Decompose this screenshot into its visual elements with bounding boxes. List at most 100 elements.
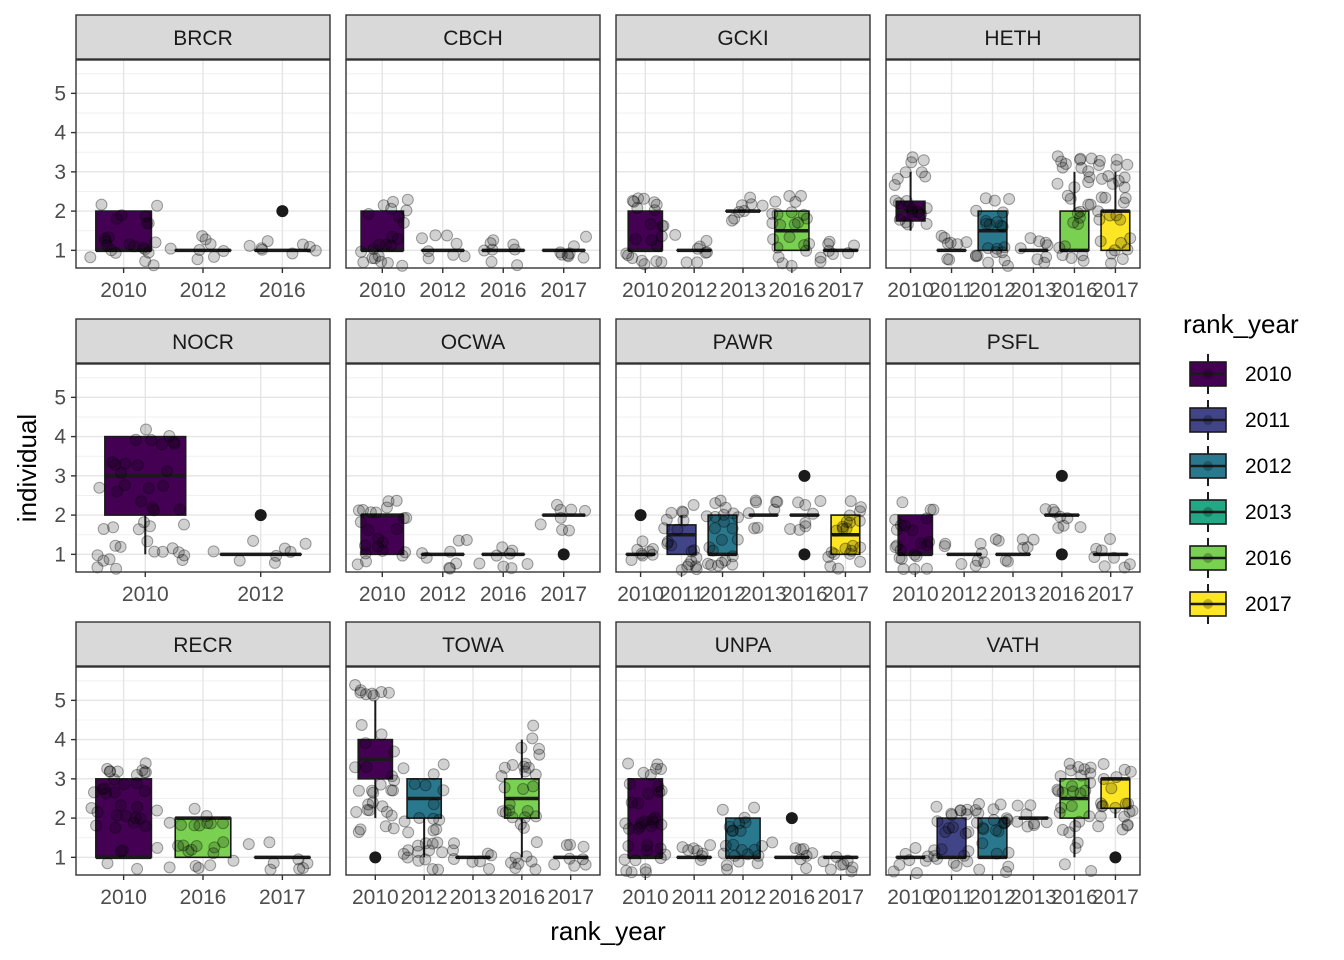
jitter-point xyxy=(490,549,503,562)
jitter-point xyxy=(625,866,638,879)
legend-label: 2013 xyxy=(1245,501,1292,524)
facet-strip-label: VATH xyxy=(987,634,1040,657)
jitter-point xyxy=(529,863,542,876)
jitter-point xyxy=(646,543,659,555)
x-tick-label: 2017 xyxy=(1092,279,1139,302)
jitter-point xyxy=(419,837,432,850)
jitter-point xyxy=(1104,533,1116,545)
jitter-point xyxy=(361,803,374,816)
jitter-point xyxy=(982,242,994,255)
jitter-point xyxy=(293,862,306,875)
jitter-point xyxy=(506,759,519,771)
box-2010 xyxy=(889,496,940,575)
jitter-point xyxy=(217,817,229,830)
jitter-point xyxy=(924,503,937,516)
jitter-point xyxy=(518,760,530,773)
jitter-point xyxy=(1117,196,1130,209)
jitter-point xyxy=(654,842,667,855)
jitter-point xyxy=(376,536,389,549)
jitter-point xyxy=(506,544,519,557)
jitter-point xyxy=(436,846,449,859)
jitter-point xyxy=(742,507,755,520)
jitter-point xyxy=(402,826,415,839)
jitter-point xyxy=(744,191,757,204)
box-2016 xyxy=(1051,757,1098,877)
jitter-point xyxy=(980,217,993,230)
jitter-point xyxy=(889,513,902,526)
jitter-point xyxy=(822,551,835,563)
jitter-point xyxy=(301,857,314,870)
jitter-point xyxy=(375,255,388,268)
jitter-point xyxy=(914,537,927,550)
jitter-point xyxy=(401,193,414,206)
jitter-point xyxy=(1031,253,1044,266)
jitter-point xyxy=(499,806,512,819)
jitter-point xyxy=(1071,207,1084,219)
jitter-point xyxy=(999,816,1012,829)
jitter-point xyxy=(920,202,933,215)
jitter-point xyxy=(109,821,122,834)
legend-label: 2011 xyxy=(1245,409,1290,432)
jitter-point xyxy=(637,766,650,779)
jitter-point xyxy=(1041,239,1054,252)
jitter-point xyxy=(982,256,995,269)
jitter-point xyxy=(141,535,154,548)
jitter-point xyxy=(625,796,638,809)
jitter-point xyxy=(700,234,713,247)
jitter-point xyxy=(367,243,380,255)
jitter-point xyxy=(193,244,206,256)
jitter-point xyxy=(204,817,217,830)
jitter-point xyxy=(412,839,424,852)
legend-point xyxy=(1203,461,1213,471)
jitter-point xyxy=(109,539,122,552)
jitter-point xyxy=(733,817,746,830)
jitter-point xyxy=(134,812,147,825)
jitter-point xyxy=(561,249,574,262)
jitter-point xyxy=(1099,191,1112,204)
jitter-point xyxy=(652,780,665,793)
jitter-point xyxy=(118,479,131,492)
jitter-point xyxy=(908,548,921,561)
facet-strip xyxy=(615,318,871,364)
jitter-point xyxy=(386,230,399,243)
jitter-point xyxy=(792,496,805,509)
jitter-point xyxy=(719,501,732,514)
jitter-point xyxy=(732,855,745,868)
jitter-point xyxy=(751,521,764,534)
x-tick-label: 2010 xyxy=(352,886,399,909)
jitter-point xyxy=(1103,209,1116,222)
jitter-point xyxy=(374,778,387,791)
legend-item: 2012 xyxy=(1189,446,1292,486)
jitter-point xyxy=(109,458,122,471)
jitter-point xyxy=(623,822,635,835)
jitter-point xyxy=(766,207,779,220)
jitter-point xyxy=(1056,161,1069,174)
jitter-point xyxy=(1123,558,1136,571)
jitter-point xyxy=(132,523,145,536)
jitter-point xyxy=(1118,561,1131,574)
box-2012 xyxy=(397,758,450,876)
x-tick-label: 2013 xyxy=(450,886,497,909)
jitter-point xyxy=(517,821,530,834)
jitter-point xyxy=(717,847,730,860)
jitter-point xyxy=(919,854,932,867)
jitter-point xyxy=(1108,244,1121,257)
jitter-point xyxy=(700,510,713,523)
facet-strip xyxy=(345,318,601,364)
jitter-point xyxy=(163,861,176,874)
jitter-point xyxy=(1094,810,1107,823)
facet-strip-label: NOCR xyxy=(172,331,234,354)
box-2017 xyxy=(534,498,591,561)
jitter-point xyxy=(139,820,152,833)
jitter-point xyxy=(648,196,661,209)
jitter-point xyxy=(771,208,784,221)
x-tick-label: 2017 xyxy=(259,886,306,909)
jitter-point xyxy=(639,863,652,876)
jitter-point xyxy=(402,844,415,857)
jitter-point xyxy=(359,737,372,750)
jitter-point xyxy=(1074,787,1087,800)
jitter-point xyxy=(766,217,779,229)
jitter-point xyxy=(100,239,113,252)
jitter-point xyxy=(506,811,519,824)
